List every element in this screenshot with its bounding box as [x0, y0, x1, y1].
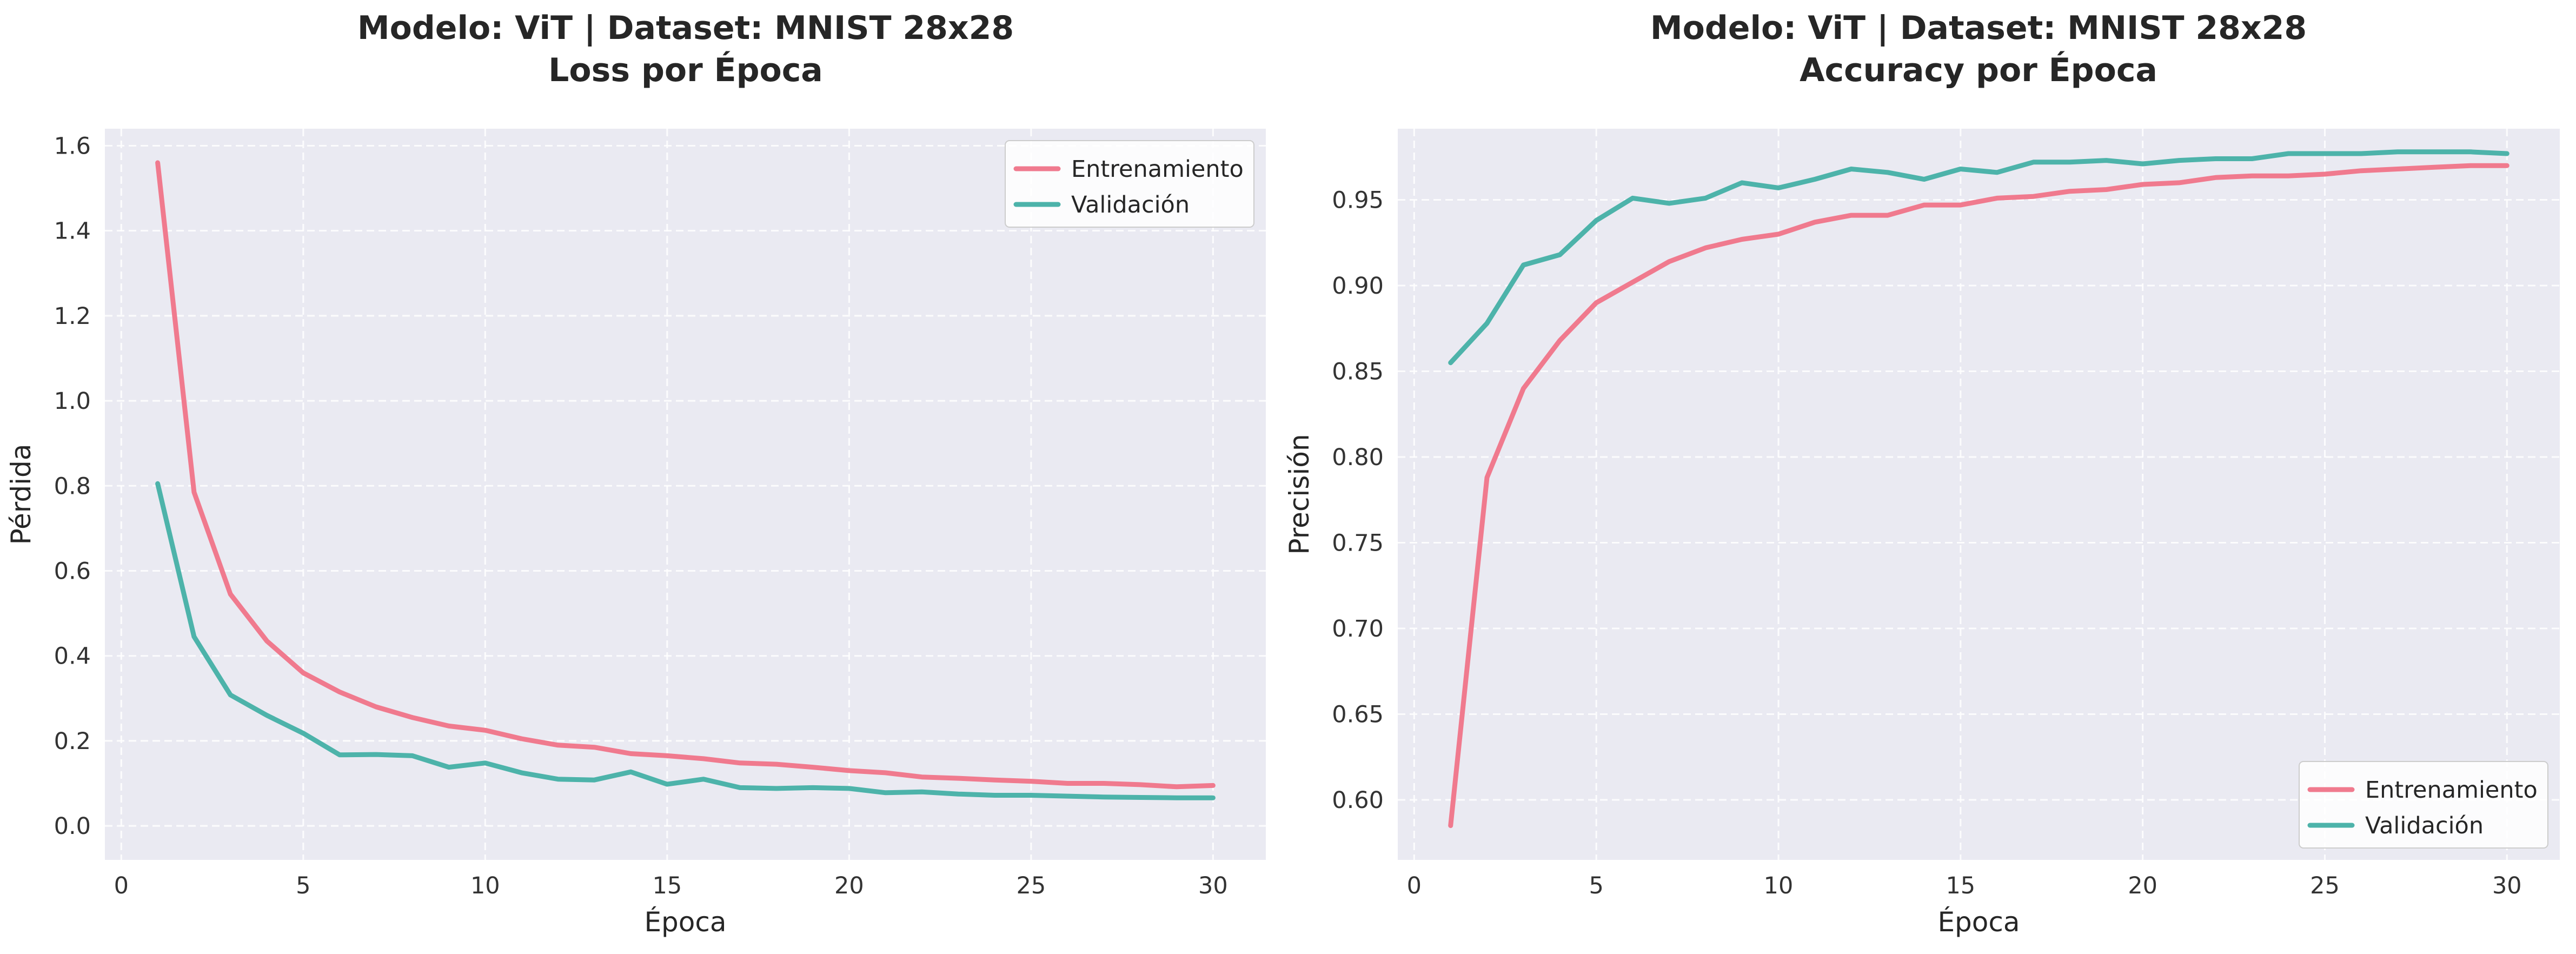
- accuracy-xtick-label: 0: [1407, 872, 1422, 899]
- accuracy-xtick-label: 25: [2310, 872, 2340, 899]
- loss-legend-validacion-label: Validación: [1071, 191, 1190, 218]
- loss-xtick-label: 25: [1017, 872, 1046, 899]
- accuracy-ytick-label: 0.80: [1332, 444, 1384, 471]
- accuracy-xtick-label: 15: [1946, 872, 1975, 899]
- accuracy-legend-entrenamiento-label: Entrenamiento: [2365, 777, 2538, 804]
- loss-legend-box: [1005, 140, 1254, 228]
- accuracy-legend: Entrenamiento Validación: [2299, 761, 2548, 849]
- accuracy-chart-title-line1: Modelo: ViT | Dataset: MNIST 28x28: [1650, 9, 2307, 47]
- loss-ytick-label: 0.2: [54, 728, 91, 755]
- loss-xtick-label: 20: [834, 872, 864, 899]
- accuracy-ytick-label: 0.90: [1332, 273, 1384, 300]
- accuracy-xtick-label: 20: [2128, 872, 2157, 899]
- loss-chart-panel: Modelo: ViT | Dataset: MNIST 28x28 Loss …: [5, 9, 1266, 938]
- accuracy-ytick-label: 0.60: [1332, 787, 1384, 814]
- accuracy-ytick-label: 0.75: [1332, 530, 1384, 557]
- loss-ytick-label: 0.4: [54, 643, 91, 670]
- loss-yaxis-label: Pérdida: [5, 444, 37, 545]
- accuracy-ytick-label: 0.70: [1332, 615, 1384, 642]
- accuracy-series-validacion-line: [1448, 149, 2509, 366]
- accuracy-xtick-label: 5: [1589, 872, 1603, 899]
- accuracy-xtick-label: 10: [1764, 872, 1794, 899]
- loss-chart-title-line1: Modelo: ViT | Dataset: MNIST 28x28: [357, 9, 1014, 47]
- accuracy-chart-panel: Modelo: ViT | Dataset: MNIST 28x28 Accur…: [1284, 9, 2560, 938]
- accuracy-legend-box: [2299, 761, 2548, 849]
- accuracy-chart-title-line2: Accuracy por Época: [1800, 50, 2157, 89]
- loss-xtick-label: 10: [470, 872, 500, 899]
- accuracy-legend-validacion-label: Validación: [2365, 812, 2484, 839]
- accuracy-ytick-label: 0.85: [1332, 359, 1384, 386]
- loss-xtick-label: 30: [1198, 872, 1228, 899]
- loss-series-entrenamiento-line: [155, 160, 1216, 790]
- loss-chart-title-line2: Loss por Época: [548, 50, 823, 89]
- accuracy-xaxis-label: Época: [1937, 906, 2020, 938]
- loss-ytick-label: 0.6: [54, 558, 91, 585]
- loss-xtick-label: 15: [652, 872, 682, 899]
- loss-xaxis-label: Época: [644, 906, 726, 938]
- accuracy-series-entrenamiento-line: [1448, 163, 2509, 829]
- accuracy-xtick-label: 30: [2492, 872, 2522, 899]
- loss-plot-area: [105, 129, 1266, 860]
- loss-ytick-label: 1.2: [54, 303, 91, 330]
- loss-legend: Entrenamiento Validación: [1005, 140, 1254, 228]
- loss-ytick-label: 0.0: [54, 813, 91, 840]
- accuracy-ytick-label: 0.95: [1332, 187, 1384, 214]
- accuracy-yaxis-label: Precisión: [1284, 434, 1315, 554]
- accuracy-plot-area: [1398, 129, 2560, 860]
- loss-ytick-label: 1.0: [54, 388, 91, 415]
- accuracy-ytick-label: 0.65: [1332, 701, 1384, 728]
- loss-xtick-label: 5: [296, 872, 310, 899]
- loss-ytick-label: 1.4: [54, 218, 91, 245]
- loss-ytick-label: 0.8: [54, 473, 91, 500]
- loss-legend-entrenamiento-label: Entrenamiento: [1071, 156, 1244, 183]
- loss-xtick-label: 0: [114, 872, 129, 899]
- loss-ytick-label: 1.6: [54, 132, 91, 160]
- loss-series-validacion-line: [155, 481, 1216, 800]
